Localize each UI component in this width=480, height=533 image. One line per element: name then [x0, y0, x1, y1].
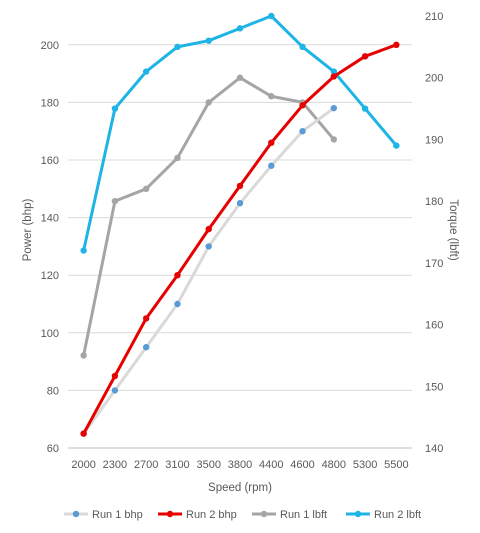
data-point — [393, 41, 400, 48]
x-tick-label: 2000 — [71, 459, 95, 471]
data-point — [111, 387, 119, 394]
data-point — [205, 243, 212, 250]
y-right-tick-label: 210 — [425, 11, 443, 23]
series-run-2-lbft — [80, 12, 400, 254]
y-left-tick-label: 100 — [41, 328, 59, 340]
series-line — [82, 106, 336, 436]
data-point — [142, 315, 150, 322]
y-left-tick-label: 120 — [41, 270, 59, 282]
legend-label: Run 1 lbft — [280, 509, 327, 521]
data-point — [80, 430, 87, 437]
data-point — [299, 43, 306, 51]
legend-marker — [260, 510, 268, 518]
data-point — [80, 352, 87, 359]
legend-item: Run 2 lbft — [346, 509, 421, 521]
data-point — [205, 37, 212, 44]
data-point — [205, 99, 212, 106]
y-right-tick-label: 150 — [425, 381, 443, 393]
data-point — [236, 200, 244, 207]
data-point — [111, 105, 119, 112]
data-point — [393, 142, 400, 149]
data-point — [268, 93, 275, 100]
y-axis-right-label: Torque (lbft) — [447, 199, 459, 261]
legend-item: Run 1 lbft — [252, 509, 327, 521]
legend-marker — [166, 510, 174, 518]
legend: Run 1 bhp Run 2 bhp Run 1 lbft Run 2 lbft — [64, 509, 421, 521]
y-right-tick-label: 160 — [425, 320, 443, 332]
data-point — [142, 185, 150, 192]
data-point — [142, 68, 150, 75]
data-point — [205, 225, 212, 233]
data-point — [299, 102, 306, 109]
legend-item: Run 2 bhp — [158, 509, 237, 521]
tick-labels: 60 80 100 120 140 160 180 200 140 150 160 170 180 190… — [41, 11, 444, 471]
data-point — [80, 247, 87, 254]
legend-label: Run 1 bhp — [92, 509, 143, 521]
series-line — [82, 14, 398, 253]
series-run-1-lbft — [80, 74, 338, 359]
y-left-tick-label: 80 — [47, 385, 59, 397]
series-line — [82, 43, 398, 436]
data-point — [174, 43, 181, 51]
data-point — [361, 53, 369, 60]
legend-item: Run 1 bhp — [64, 509, 143, 521]
series-line — [82, 76, 336, 357]
x-tick-label: 3100 — [165, 459, 189, 471]
x-tick-label: 4600 — [290, 459, 314, 471]
data-point — [236, 25, 244, 32]
y-left-tick-label: 160 — [41, 155, 59, 167]
y-right-tick-label: 200 — [425, 73, 443, 85]
data-point — [236, 182, 244, 190]
legend-marker — [354, 510, 362, 518]
series-layer — [80, 12, 400, 437]
data-point — [268, 162, 275, 169]
x-tick-label: 4800 — [322, 459, 346, 471]
data-point — [111, 197, 119, 205]
series-run-1-bhp — [80, 104, 338, 437]
x-tick-label: 2700 — [134, 459, 158, 471]
x-tick-label: 4400 — [259, 459, 283, 471]
x-tick-label: 3500 — [196, 459, 220, 471]
y-left-tick-label: 60 — [47, 443, 59, 455]
x-tick-label: 5500 — [384, 459, 408, 471]
legend-marker — [72, 510, 80, 518]
data-point — [299, 128, 306, 135]
data-point — [174, 272, 181, 279]
x-tick-label: 2300 — [103, 459, 127, 471]
y-right-tick-label: 180 — [425, 196, 443, 208]
x-tick-label: 3800 — [228, 459, 252, 471]
data-point — [330, 104, 338, 112]
data-point — [236, 74, 244, 81]
data-point — [111, 372, 119, 380]
data-point — [330, 68, 338, 75]
legend-label: Run 2 bhp — [186, 509, 237, 521]
data-point — [268, 12, 275, 20]
y-right-tick-label: 140 — [425, 443, 443, 455]
x-tick-label: 5300 — [353, 459, 377, 471]
data-point — [330, 73, 338, 80]
y-axis-left-label: Power (bhp) — [22, 199, 34, 262]
y-left-tick-label: 140 — [41, 213, 59, 225]
data-point — [268, 139, 275, 146]
x-axis-label: Speed (rpm) — [208, 482, 272, 494]
y-right-tick-label: 170 — [425, 258, 443, 270]
data-point — [330, 136, 338, 143]
gridlines — [68, 44, 412, 449]
data-point — [174, 300, 181, 308]
data-point — [174, 154, 181, 162]
y-left-tick-label: 180 — [41, 97, 59, 109]
y-right-tick-label: 190 — [425, 134, 443, 146]
y-left-tick-label: 200 — [41, 40, 59, 52]
data-point — [142, 344, 150, 351]
series-run-2-bhp — [80, 41, 400, 437]
data-point — [361, 105, 369, 112]
legend-label: Run 2 lbft — [374, 509, 421, 521]
